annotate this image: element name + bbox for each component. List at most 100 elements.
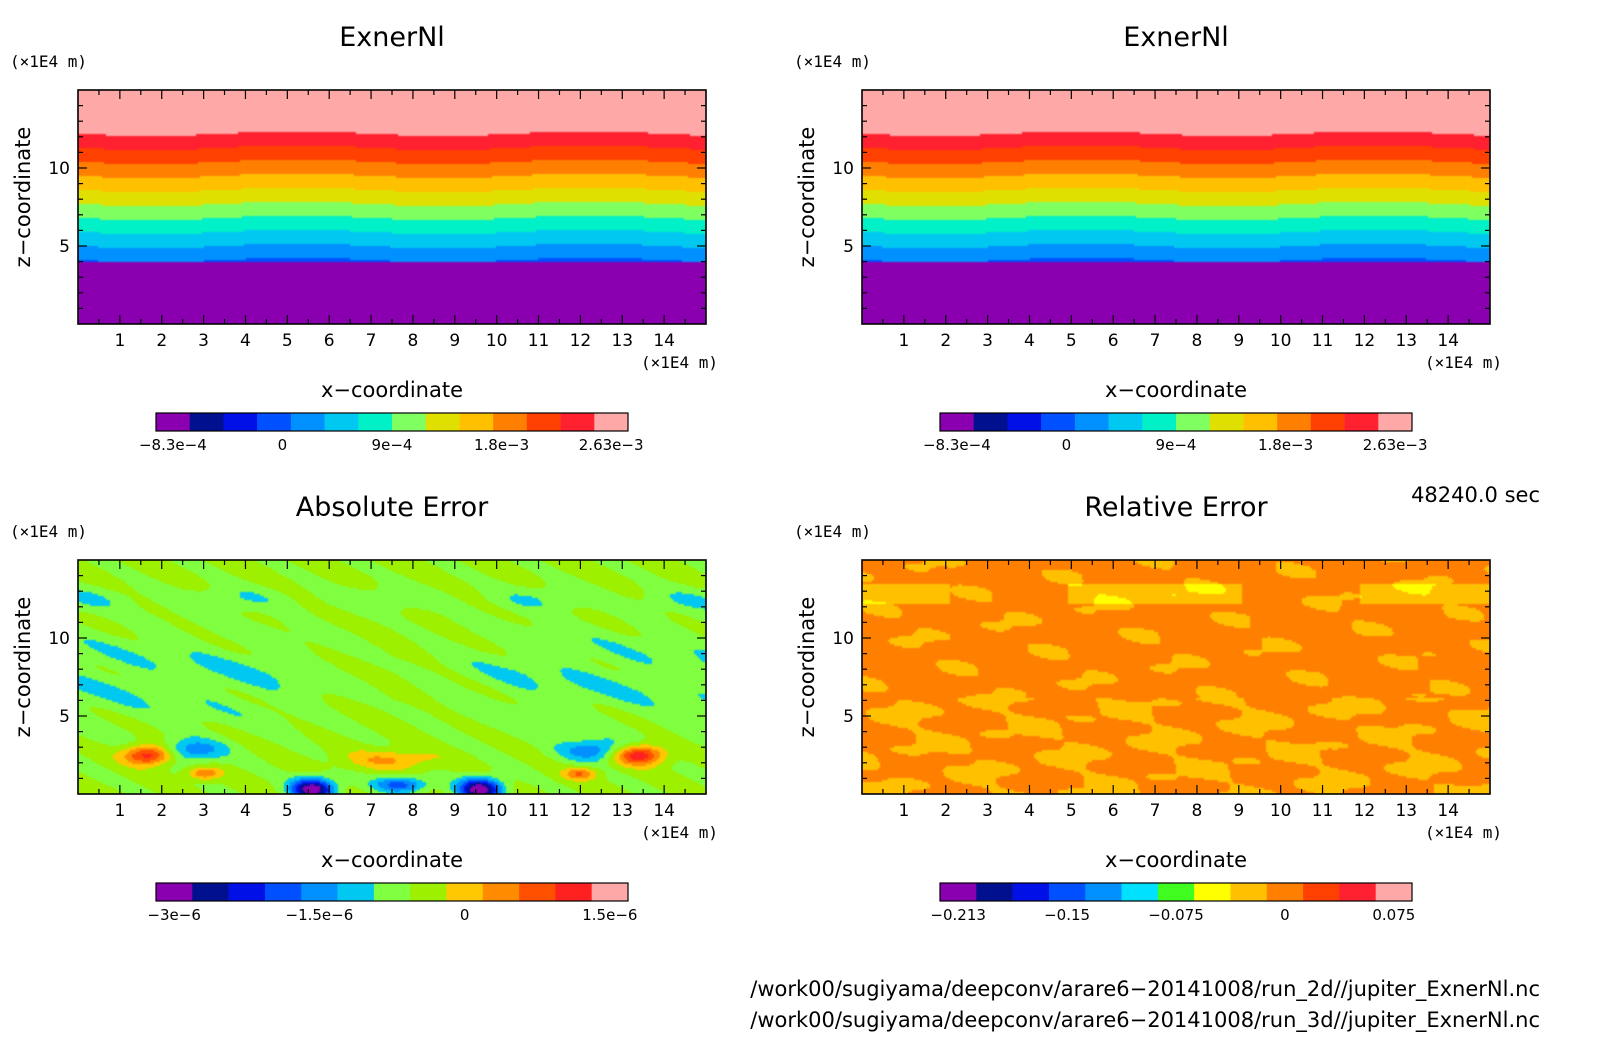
panel-1-colorbar-tick-label: 0 [278, 436, 288, 454]
panel-1-colorbar-tick-label: 2.63e−3 [579, 436, 644, 454]
panel-3-field [78, 560, 706, 794]
panel-1-x-tick-label: 12 [570, 331, 592, 351]
panel-2-colorbar-swatch [1142, 413, 1177, 431]
panel-4-y-unit: (×1E4 m) [794, 522, 871, 541]
panel-4-colorbar-swatch [1339, 883, 1376, 901]
panel-3-x-label: x−coordinate [321, 848, 463, 872]
panel-1-colorbar-swatch [594, 413, 629, 431]
panel-4-x-label: x−coordinate [1105, 848, 1247, 872]
panel-2-y-label: z−coordinate [795, 127, 819, 268]
panel-2-x-tick-label: 3 [982, 331, 993, 351]
panel-2-y-unit: (×1E4 m) [794, 52, 871, 71]
panel-3-x-tick-label: 12 [570, 801, 592, 821]
panel-1-x-tick-label: 8 [408, 331, 419, 351]
panel-1-colorbar-swatch [526, 413, 561, 431]
panel-2-x-tick-label: 4 [1024, 331, 1035, 351]
panel-4-colorbar-tick-label: −0.213 [930, 906, 986, 924]
panel-3-colorbar-tick-label: 1.5e−6 [582, 906, 637, 924]
panel-2-x-tick-label: 8 [1192, 331, 1203, 351]
panel-4-colorbar-tick-label: −0.15 [1044, 906, 1090, 924]
panel-1-colorbar-swatch [324, 413, 359, 431]
file-path-2: /work00/sugiyama/deepconv/arare6−2014100… [750, 1008, 1540, 1033]
panel-3-x-tick-label: 11 [528, 801, 550, 821]
panel-3-colorbar-swatch [373, 883, 411, 901]
panel-4-x-tick-label: 9 [1233, 801, 1244, 821]
panel-4-colorbar-tick-label: 0.075 [1372, 906, 1415, 924]
panel-3-x-tick-label: 4 [240, 801, 251, 821]
panel-2-colorbar-swatch [1007, 413, 1042, 431]
panel-3-colorbar-swatch [264, 883, 302, 901]
panel-3-colorbar-swatch [337, 883, 375, 901]
panel-4-x-tick-label: 6 [1108, 801, 1119, 821]
panel-2-x-tick-label: 1 [898, 331, 909, 351]
panel-4-title: Relative Error [1084, 492, 1268, 523]
panel-1-x-tick-label: 9 [449, 331, 460, 351]
panel-1-colorbar-swatch [358, 413, 393, 431]
panel-1-x-tick-label: 13 [611, 331, 633, 351]
panel-3-x-tick-label: 10 [486, 801, 508, 821]
panel-1-x-tick-label: 7 [366, 331, 377, 351]
panel-4-x-tick-label: 13 [1395, 801, 1417, 821]
panel-4-colorbar-swatch [1121, 883, 1159, 901]
panel-1-y-label: z−coordinate [11, 127, 35, 268]
panel-4-colorbar-swatch [940, 883, 977, 901]
panel-4-x-tick-label: 7 [1150, 801, 1161, 821]
panel-2-colorbar-tick-label: 1.8e−3 [1258, 436, 1313, 454]
panel-3-x-unit: (×1E4 m) [641, 823, 718, 842]
panel-2-y-tick-label: 5 [843, 237, 854, 257]
panel-1-colorbar-swatch [560, 413, 595, 431]
panel-1-colorbar-swatch [392, 413, 427, 431]
panel-4-colorbar-swatch [1303, 883, 1340, 901]
panel-3-colorbar-swatch [192, 883, 229, 901]
panel-3-x-tick-label: 9 [449, 801, 460, 821]
panel-4-colorbar-swatch [1048, 883, 1086, 901]
panel-3-y-label: z−coordinate [11, 597, 35, 738]
panel-1-y-tick-label: 10 [48, 159, 70, 179]
panel-3-colorbar-tick-label: −1.5e−6 [286, 906, 354, 924]
panel-2-field [862, 90, 1490, 324]
panel-3-y-tick-label: 5 [59, 707, 70, 727]
panel-2-colorbar-tick-label: 9e−4 [1156, 436, 1197, 454]
panel-4-x-tick-label: 14 [1437, 801, 1459, 821]
panel-3-x-tick-label: 7 [366, 801, 377, 821]
panel-2: ExnerNl(×1E4 m)1 2 3 4 5 6 7 8 9 10 11 12 13 14510(×1… [794, 22, 1502, 454]
panel-2-colorbar-tick-label: −8.3e−4 [923, 436, 991, 454]
panel-3-colorbar-frame [155, 882, 629, 902]
panel-3-y-tick-label: 10 [48, 629, 70, 649]
panel-3: Absolute Error(×1E4 m)1 2 3 4 5 6 7 8 9 10 11 12 13 1… [10, 492, 718, 924]
panel-4-x-unit: (×1E4 m) [1425, 823, 1502, 842]
panel-2-y-tick-label: 10 [832, 159, 854, 179]
panel-4-field [862, 560, 1490, 794]
panel-4-colorbar-tick-label: −0.075 [1148, 906, 1204, 924]
panel-4-x-tick-label: 1 [898, 801, 909, 821]
panel-1-y-tick-label: 5 [59, 237, 70, 257]
panel-2-x-tick-label: 10 [1270, 331, 1292, 351]
panel-4-colorbar: −0.213 −0.15 −0.075 0 0.075 [930, 882, 1415, 924]
panel-2-colorbar-swatch [1074, 413, 1109, 431]
panel-2-colorbar-swatch [1243, 413, 1278, 431]
panel-2-colorbar-swatch [1378, 413, 1413, 431]
panel-4-colorbar-swatch [976, 883, 1013, 901]
panel-4-x-tick-label: 11 [1312, 801, 1334, 821]
panel-2-x-tick-label: 12 [1354, 331, 1376, 351]
panel-1-x-tick-label: 1 [114, 331, 125, 351]
panel-2-x-tick-label: 14 [1437, 331, 1459, 351]
panel-4-y-tick-label: 5 [843, 707, 854, 727]
panel-1-title: ExnerNl [339, 22, 445, 53]
panel-3-colorbar-swatch [410, 883, 447, 901]
panel-3-colorbar-swatch [156, 883, 193, 901]
panel-2-colorbar-swatch [1344, 413, 1379, 431]
panel-3-colorbar-swatch [301, 883, 338, 901]
panel-1-x-tick-label: 11 [528, 331, 550, 351]
panel-2-x-label: x−coordinate [1105, 378, 1247, 402]
panel-3-x-tick-label: 8 [408, 801, 419, 821]
panel-3-colorbar-swatch [591, 883, 629, 901]
panel-1-colorbar-swatch [290, 413, 325, 431]
panel-2-colorbar-frame [939, 412, 1413, 432]
panel-3-x-tick-label: 14 [653, 801, 675, 821]
panel-1-field [78, 90, 706, 324]
file-path-1: /work00/sugiyama/deepconv/arare6−2014100… [750, 977, 1540, 1002]
panel-3-title: Absolute Error [296, 492, 489, 523]
panel-3-x-tick-label: 1 [114, 801, 125, 821]
panel-4-y-label: z−coordinate [795, 597, 819, 738]
